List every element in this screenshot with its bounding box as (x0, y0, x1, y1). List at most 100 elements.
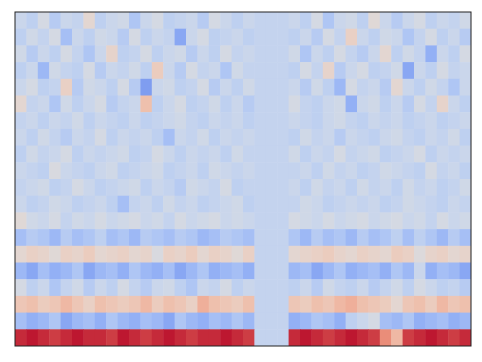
heatmap-cell (368, 313, 380, 330)
heatmap-cell (266, 62, 278, 79)
heatmap-cell (15, 62, 27, 79)
heatmap-cell (209, 329, 221, 346)
heatmap-cell (209, 196, 221, 213)
heatmap-cell (49, 296, 61, 313)
heatmap-cell (118, 296, 130, 313)
heatmap-cell (83, 179, 95, 196)
heatmap-cell (140, 112, 152, 129)
heatmap-cell (448, 329, 460, 346)
heatmap-cell (437, 96, 449, 113)
heatmap-cell (26, 196, 38, 213)
heatmap-cell (266, 279, 278, 296)
heatmap-cell (289, 263, 301, 280)
heatmap-cell (186, 179, 198, 196)
heatmap-cell (323, 146, 335, 163)
heatmap-cell (254, 296, 266, 313)
heatmap-cell (61, 129, 73, 146)
heatmap-cell (437, 212, 449, 229)
heatmap-cell (232, 246, 244, 263)
heatmap-cell (380, 246, 392, 263)
heatmap-cell (414, 212, 426, 229)
heatmap-cell (95, 79, 107, 96)
heatmap-cell (118, 212, 130, 229)
heatmap-cell (95, 179, 107, 196)
heatmap-cell (437, 112, 449, 129)
heatmap-cell (300, 212, 312, 229)
heatmap-cell (49, 279, 61, 296)
heatmap-cell (163, 196, 175, 213)
heatmap-cell (357, 146, 369, 163)
heatmap-cell (15, 79, 27, 96)
heatmap-cell (323, 279, 335, 296)
heatmap-cell (391, 296, 403, 313)
heatmap-cell (414, 296, 426, 313)
heatmap-cell (289, 62, 301, 79)
heatmap-cell (152, 212, 164, 229)
heatmap-cell (163, 212, 175, 229)
heatmap-cell (26, 29, 38, 46)
heatmap-cell (277, 12, 289, 29)
heatmap-cell (209, 29, 221, 46)
heatmap-cell (437, 45, 449, 62)
heatmap-cell (38, 129, 50, 146)
heatmap-cell (175, 229, 187, 246)
heatmap-cell (26, 263, 38, 280)
heatmap-cell (448, 263, 460, 280)
heatmap-cell (425, 162, 437, 179)
heatmap-cell (83, 129, 95, 146)
heatmap-cell (220, 296, 232, 313)
heatmap-cell (380, 129, 392, 146)
heatmap-cell (72, 62, 84, 79)
heatmap-cell (152, 79, 164, 96)
heatmap-cell (61, 279, 73, 296)
heatmap-cell (277, 329, 289, 346)
heatmap-cell (15, 196, 27, 213)
heatmap-cell (83, 279, 95, 296)
heatmap-cell (243, 229, 255, 246)
heatmap-cell (334, 12, 346, 29)
heatmap-cell (357, 263, 369, 280)
heatmap-cell (163, 329, 175, 346)
heatmap-cell (334, 162, 346, 179)
heatmap-cell (448, 212, 460, 229)
heatmap-cell (129, 45, 141, 62)
heatmap-cell (323, 229, 335, 246)
heatmap-cell (334, 96, 346, 113)
heatmap-cell (460, 162, 471, 179)
heatmap-cell (106, 296, 118, 313)
heatmap-cell (140, 296, 152, 313)
heatmap-cell (254, 79, 266, 96)
heatmap-cell (72, 313, 84, 330)
heatmap-cell (357, 179, 369, 196)
heatmap-cell (83, 229, 95, 246)
heatmap-cell (140, 62, 152, 79)
heatmap-cell (380, 279, 392, 296)
heatmap-cell (311, 246, 323, 263)
heatmap-cell (175, 263, 187, 280)
heatmap-cell (403, 212, 415, 229)
heatmap-cell (266, 162, 278, 179)
heatmap-cell (140, 212, 152, 229)
heatmap-cell (448, 112, 460, 129)
heatmap-cell (403, 246, 415, 263)
heatmap-cell (61, 212, 73, 229)
heatmap-cell (460, 29, 471, 46)
heatmap-cell (186, 229, 198, 246)
heatmap-cell (277, 313, 289, 330)
heatmap-cell (254, 12, 266, 29)
heatmap-cell (186, 79, 198, 96)
heatmap-cell (334, 263, 346, 280)
heatmap-cell (346, 62, 358, 79)
heatmap-cell (391, 96, 403, 113)
heatmap-cell (95, 146, 107, 163)
heatmap-cell (437, 179, 449, 196)
heatmap-cell (448, 62, 460, 79)
heatmap-cell (380, 79, 392, 96)
heatmap-cell (254, 112, 266, 129)
heatmap-cell (243, 129, 255, 146)
heatmap-cell (61, 179, 73, 196)
heatmap-cell (106, 62, 118, 79)
heatmap-cell (323, 112, 335, 129)
heatmap-cell (197, 45, 209, 62)
heatmap-cell (266, 12, 278, 29)
